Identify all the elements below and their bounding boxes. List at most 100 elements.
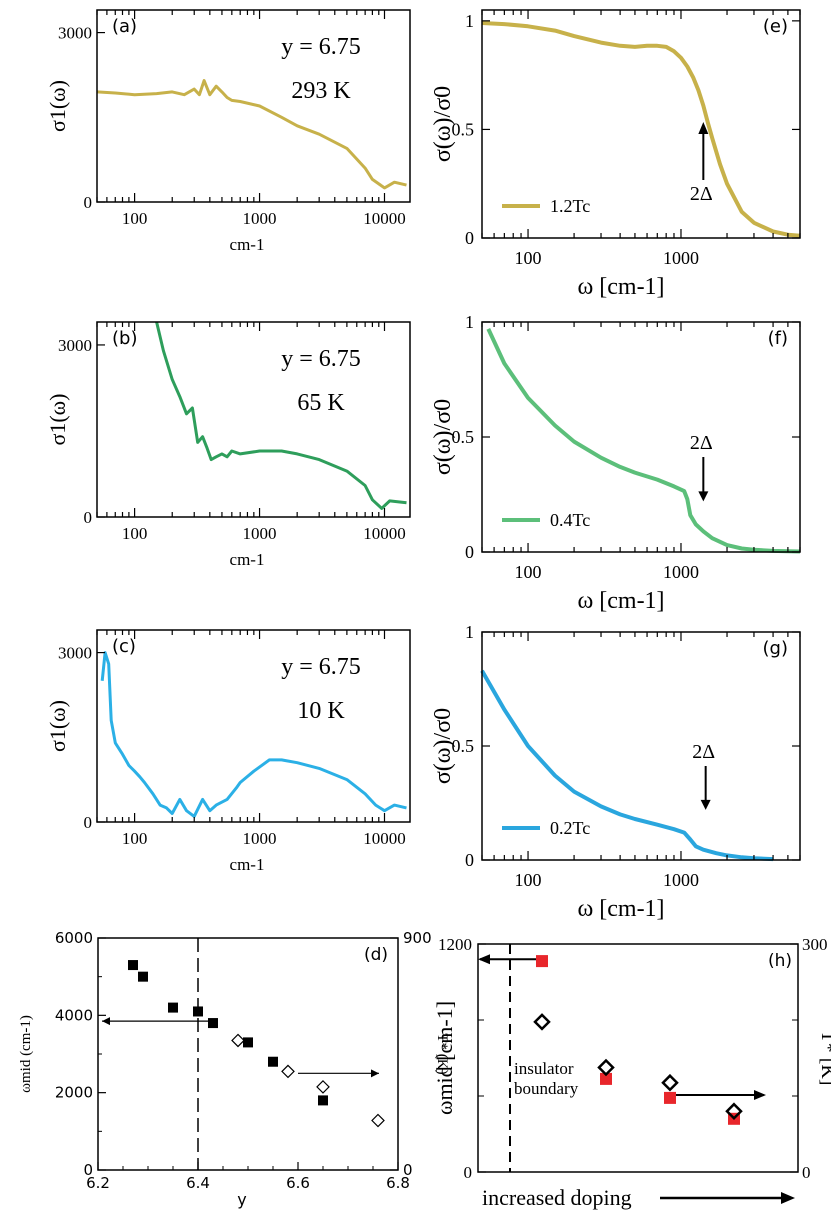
data-point-square: [168, 1002, 178, 1013]
gap-label: 2Δ: [690, 183, 713, 205]
x-tick-label: 6.2: [86, 1174, 110, 1192]
series-line: [481, 21, 801, 238]
x-tick-label: 10000: [363, 829, 406, 848]
y-tick-label: 0.5: [452, 119, 475, 139]
legend-label: 1.2Tc: [550, 196, 590, 216]
annotation-doping: y = 6.75: [281, 34, 361, 60]
data-point-diamond: [725, 1102, 743, 1120]
legend-label: 0.2Tc: [550, 818, 590, 838]
x-tick-label: 100: [515, 562, 542, 582]
y-tick-label: 0: [465, 850, 474, 870]
x-axis-label: cm-1: [230, 235, 265, 254]
y-tick-label: 1: [465, 312, 474, 332]
x-axis-label: ω [cm-1]: [577, 274, 664, 300]
panel-c: 0 3000 100 1000 10000 (c) y = 6.75 10 K cm-1 σ1(ω…: [45, 629, 411, 874]
panel-f: 0 0.5 1 100 1000 (f) ω [cm-1] σ(ω)/σ0 0.4Tc 2Δ: [430, 312, 801, 614]
x-tick-label: 100: [515, 870, 542, 890]
x-axis-label: cm-1: [230, 855, 265, 874]
y-tick-label: 1200: [438, 935, 472, 954]
axis-arrow-head: [754, 1090, 766, 1101]
x-tick-label: 10000: [363, 209, 406, 228]
series-line: [100, 651, 407, 818]
y-tick-label: 3000: [58, 24, 92, 43]
y-tick-label: 0: [464, 1163, 473, 1182]
annotation-doping: y = 6.75: [281, 654, 361, 680]
data-point-square: [664, 1091, 676, 1104]
y-tick-label: 0.5: [452, 427, 475, 447]
y-tick-label: 0: [84, 508, 93, 527]
data-point-square: [243, 1037, 253, 1048]
x-axis-label: ω [cm-1]: [577, 588, 664, 614]
y-tick-label-right: 0: [403, 1161, 413, 1179]
data-point-square: [208, 1018, 218, 1029]
legend-label: 0.4Tc: [550, 510, 590, 530]
x-tick-label: 100: [515, 248, 542, 268]
boundary-label-line2: boundary: [514, 1079, 579, 1098]
data-point-diamond: [316, 1080, 330, 1094]
x-tick-label: 6.8: [386, 1174, 410, 1192]
data-point-diamond: [281, 1064, 295, 1079]
plot-frame: [481, 321, 801, 553]
panel-label: (h): [768, 951, 792, 971]
y-axis-label: σ(ω)/σ0: [430, 86, 456, 162]
gap-arrow-head: [700, 799, 711, 810]
x-tick-label: 100: [122, 209, 148, 228]
y-tick-label: 3000: [58, 336, 92, 355]
x-axis-label: cm-1: [230, 550, 265, 569]
gap-arrow-head: [698, 122, 709, 134]
data-point-square: [128, 960, 138, 971]
data-point-square: [318, 1095, 328, 1106]
panel-g: 0 0.5 1 100 1000 (g) ω [cm-1] σ(ω)/σ0 0.2Tc 2Δ: [430, 622, 801, 922]
y-tick-label: 1: [465, 622, 474, 642]
y-tick-label: 0: [465, 542, 474, 562]
y-tick-label: 2000: [55, 1084, 93, 1102]
axis-arrow-head: [371, 1069, 379, 1078]
gap-label: 2Δ: [690, 432, 713, 454]
data-point-diamond: [533, 1013, 551, 1031]
series-line: [486, 328, 801, 554]
series-line: [155, 321, 407, 510]
y-tick-label-right: 0: [802, 1163, 811, 1182]
data-point-square: [138, 971, 148, 982]
data-point-square: [268, 1056, 278, 1067]
y-tick-label: 3000: [58, 644, 92, 663]
annotation-temperature: 293 K: [291, 78, 351, 104]
y-tick-label: 4000: [55, 1006, 93, 1024]
panel-e: 0 0.5 1 100 1000 (e) ω [cm-1] σ(ω)/σ0 1.2Tc 2Δ: [430, 9, 801, 300]
plot-frame: [477, 943, 799, 1173]
series-line: [480, 669, 774, 862]
panel-label: (c): [112, 636, 136, 657]
y-axis-label: ωmid (cm-1): [18, 1015, 34, 1093]
y-axis-label: σ(ω)/σ0: [430, 708, 456, 784]
y-axis-label: σ1(ω): [45, 80, 70, 132]
y-tick-label: 6000: [55, 929, 93, 947]
panel-label: (d): [364, 945, 388, 965]
panel-a: 0 3000 100 1000 10000 (a) y = 6.75 293 K cm-1 σ1(…: [45, 9, 411, 254]
y-axis-label: σ1(ω): [45, 394, 70, 446]
y-tick-label: 1: [465, 11, 474, 31]
x-tick-label: 1000: [243, 524, 277, 543]
x-tick-label: 10000: [363, 524, 406, 543]
data-point-diamond: [597, 1058, 615, 1077]
y-axis-label-right: T* [K]: [817, 1031, 831, 1086]
x-tick-label: 1000: [663, 562, 699, 582]
y-axis-label: σ1(ω): [45, 700, 70, 752]
y-tick-label: 0: [84, 193, 93, 212]
annotation-temperature: 10 K: [297, 698, 345, 724]
panel-label: (e): [763, 16, 788, 37]
x-tick-label: 6.4: [186, 1174, 210, 1192]
data-point-diamond: [371, 1113, 385, 1128]
data-point-square: [536, 955, 548, 968]
boundary-label-line1: insulator: [514, 1059, 574, 1078]
axis-arrow-head: [102, 1017, 110, 1026]
x-tick-label: 1000: [663, 870, 699, 890]
x-axis-label: increased doping: [482, 1185, 632, 1210]
y-tick-label-right: 900: [403, 929, 432, 947]
data-point-square: [600, 1072, 612, 1085]
y-tick-label: 0.5: [452, 736, 475, 756]
x-tick-label: 100: [122, 829, 148, 848]
plot-frame: [481, 9, 801, 239]
data-point-diamond: [661, 1073, 679, 1092]
